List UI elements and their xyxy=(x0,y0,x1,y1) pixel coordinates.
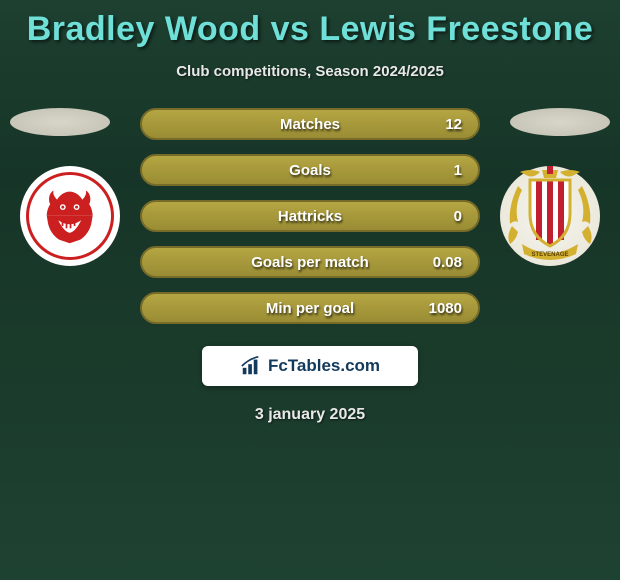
team-left-crest-inner xyxy=(26,172,114,260)
stat-value: 0 xyxy=(454,208,462,225)
stat-value: 12 xyxy=(445,116,462,133)
player-right-oval xyxy=(510,108,610,136)
stat-bar-goals-per-match: Goals per match 0.08 xyxy=(140,246,480,278)
stat-bar-goals: Goals 1 xyxy=(140,154,480,186)
page-title: Bradley Wood vs Lewis Freestone xyxy=(0,0,620,49)
stat-bar-min-per-goal: Min per goal 1080 xyxy=(140,292,480,324)
stat-bar-hattricks: Hattricks 0 xyxy=(140,200,480,232)
team-right-crest: STEVENAGE xyxy=(500,166,600,266)
stat-value: 0.08 xyxy=(433,254,462,271)
branding-text: FcTables.com xyxy=(268,356,380,376)
stat-bar-matches: Matches 12 xyxy=(140,108,480,140)
stat-label: Min per goal xyxy=(266,300,354,317)
stat-bars: Matches 12 Goals 1 Hattricks 0 Goals per… xyxy=(140,108,480,338)
comparison-panel: STEVENAGE Matches 12 Goals 1 Hattricks 0… xyxy=(0,108,620,338)
branding-badge: FcTables.com xyxy=(202,346,418,386)
date-label: 3 january 2025 xyxy=(0,406,620,424)
player-left-oval xyxy=(10,108,110,136)
svg-text:STEVENAGE: STEVENAGE xyxy=(531,252,568,258)
stat-label: Goals xyxy=(289,162,331,179)
stat-value: 1 xyxy=(454,162,462,179)
imp-icon xyxy=(41,187,98,244)
stat-label: Hattricks xyxy=(278,208,342,225)
heraldic-crest-icon: STEVENAGE xyxy=(500,166,600,266)
stat-label: Matches xyxy=(280,116,340,133)
bar-chart-icon xyxy=(240,355,262,377)
stat-label: Goals per match xyxy=(251,254,369,271)
page-subtitle: Club competitions, Season 2024/2025 xyxy=(0,63,620,80)
stat-value: 1080 xyxy=(429,300,462,317)
team-left-crest xyxy=(20,166,120,266)
